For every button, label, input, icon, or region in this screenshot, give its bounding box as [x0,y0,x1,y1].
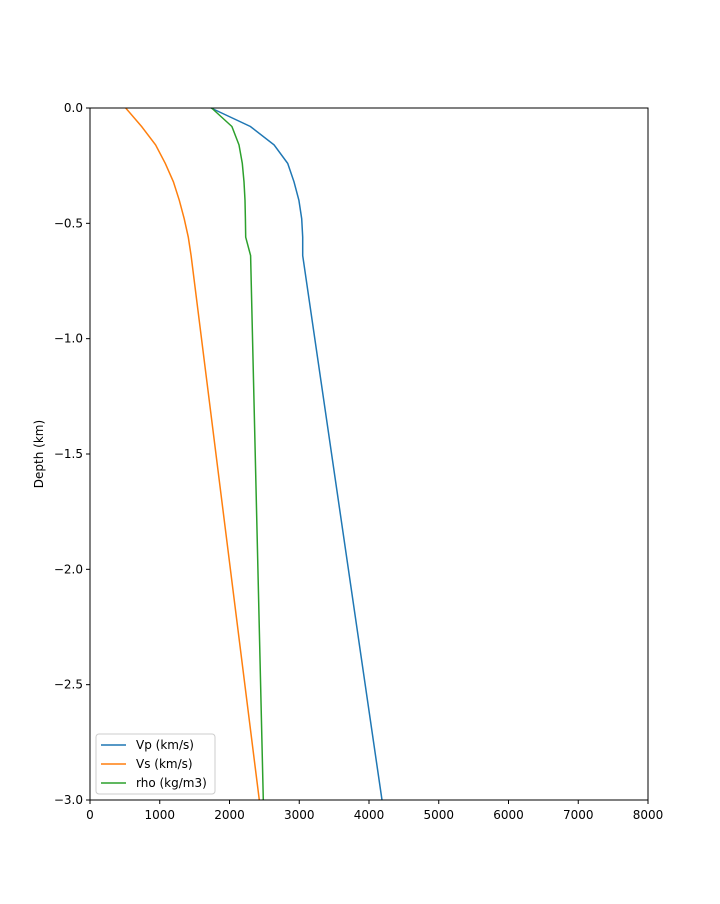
x-tick-label: 3000 [284,808,315,822]
legend: Vp (km/s) Vs (km/s) rho (kg/m3) [95,733,216,795]
legend-label: Vp (km/s) [136,738,194,752]
x-tick-label: 6000 [493,808,524,822]
series-line-1 [125,107,261,801]
x-tick-label: 1000 [144,808,175,822]
y-tick-label: −2.5 [54,678,83,692]
series-line-2 [211,107,265,801]
legend-label: rho (kg/m3) [136,776,207,790]
y-axis-label: Depth (km) [32,420,46,488]
series-layer [125,107,383,801]
y-tick-label: −0.5 [54,216,83,230]
legend-box [95,733,216,795]
y-tick-label: −1.5 [54,447,83,461]
x-tick-label: 0 [86,808,94,822]
x-tick-label: 5000 [423,808,454,822]
y-tick-label: 0.0 [64,101,83,115]
y-tick-label: −3.0 [54,793,83,807]
y-tick-label: −2.0 [54,562,83,576]
x-tick-label: 8000 [633,808,664,822]
series-line-0 [210,107,383,801]
y-tick-label: −1.0 [54,332,83,346]
y-axis: 0.0 −0.5 −1.0 −1.5 −2.0 −2.5 −3.0 [54,101,90,807]
plot-frame [89,107,649,801]
legend-label: Vs (km/s) [136,757,193,771]
x-axis: 0 1000 2000 3000 4000 5000 6000 7000 8000 [86,800,663,822]
x-tick-label: 7000 [563,808,594,822]
x-tick-label: 4000 [354,808,385,822]
x-tick-label: 2000 [214,808,245,822]
